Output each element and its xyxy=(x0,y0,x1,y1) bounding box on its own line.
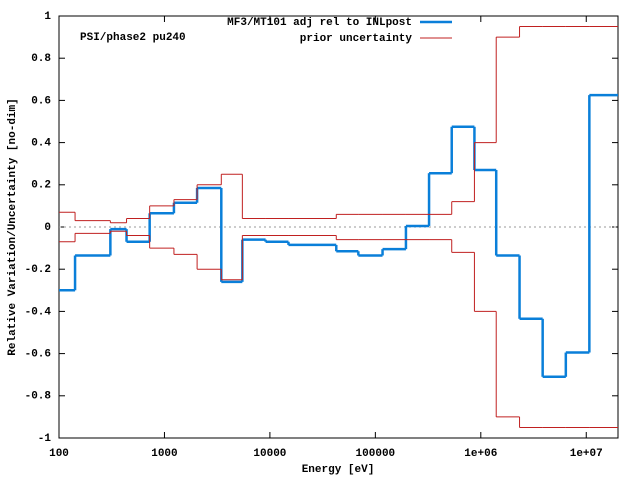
x-tick-label: 1e+06 xyxy=(464,448,497,460)
x-tick-label: 1e+07 xyxy=(570,448,603,460)
x-axis-label: Energy [eV] xyxy=(302,464,375,476)
x-tick-label: 100 xyxy=(49,448,69,460)
x-tick-label: 1000 xyxy=(151,448,177,460)
y-tick-label: 1 xyxy=(44,11,51,23)
y-tick-label: 0.4 xyxy=(31,138,51,150)
y-axis-label: Relative Variation/Uncertainty [no-dim] xyxy=(7,98,19,355)
y-tick-label: 0.2 xyxy=(31,180,51,192)
y-tick-label: -0.4 xyxy=(25,306,52,318)
y-tick-label: 0.8 xyxy=(31,53,51,65)
y-tick-label: -0.8 xyxy=(25,391,52,403)
y-tick-label: 0 xyxy=(44,222,51,234)
x-tick-label: 10000 xyxy=(253,448,286,460)
y-tick-label: -0.2 xyxy=(25,264,51,276)
y-tick-label: -0.6 xyxy=(25,349,51,361)
annotation: PSI/phase2 pu240 xyxy=(80,32,186,44)
legend-label: prior uncertainty xyxy=(300,33,413,45)
x-tick-label: 100000 xyxy=(356,448,396,460)
y-tick-label: 0.6 xyxy=(31,95,51,107)
y-tick-label: -1 xyxy=(38,433,52,445)
legend-label: MF3/MT101 adj rel to INLpost xyxy=(227,17,412,29)
